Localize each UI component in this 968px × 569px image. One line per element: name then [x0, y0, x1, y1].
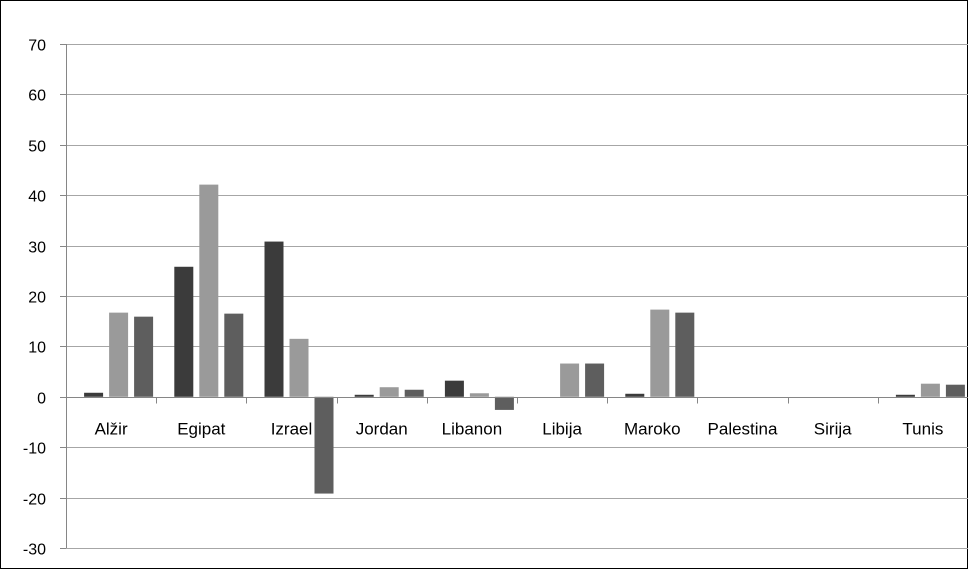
- y-tick-label: 60: [28, 88, 46, 105]
- bar: [379, 387, 399, 397]
- bar: [134, 316, 154, 397]
- bar: [174, 266, 194, 397]
- y-tick-label: 30: [28, 240, 46, 257]
- y-tick-label: 70: [28, 38, 46, 55]
- bar: [264, 241, 284, 397]
- bar: [199, 184, 219, 397]
- y-tick-label: 20: [28, 290, 46, 307]
- bar: [469, 393, 489, 397]
- bar: [920, 383, 940, 397]
- bar: [945, 384, 965, 397]
- bars: [66, 184, 968, 494]
- category-label: Izrael: [271, 420, 313, 439]
- bar: [895, 394, 915, 397]
- y-tick-label: -20: [23, 492, 46, 509]
- category-label: Egipat: [177, 420, 225, 439]
- y-tick-label: -10: [23, 441, 46, 458]
- bar: [650, 309, 670, 397]
- category-labels: Alžir Egipat Izrael Jordan Libanon Libija Maro…: [95, 420, 944, 439]
- bar: [109, 312, 129, 397]
- category-label: Libija: [542, 420, 582, 439]
- y-tick-labels: 70 60 50 40 30 20 10 0 -10 -20 -30: [23, 38, 46, 559]
- y-tick-label: 40: [28, 189, 46, 206]
- category-label: Jordan: [356, 420, 408, 439]
- category-label: Tunis: [902, 420, 943, 439]
- category-label: Sirija: [814, 420, 852, 439]
- y-tick-label: 10: [28, 340, 46, 357]
- y-tick-label: 0: [37, 391, 46, 408]
- bar: [314, 396, 334, 494]
- category-label: Alžir: [95, 420, 128, 439]
- bar: [289, 338, 309, 397]
- bar: [444, 380, 464, 397]
- y-tick-label: 50: [28, 139, 46, 156]
- category-label: Maroko: [624, 420, 681, 439]
- bar: [494, 396, 514, 410]
- y-tick-label: -30: [23, 542, 46, 559]
- bar: [585, 363, 605, 397]
- bar: [404, 389, 424, 397]
- category-label: Libanon: [442, 420, 503, 439]
- bar: [354, 394, 374, 397]
- axes: [60, 44, 67, 549]
- bar: [84, 392, 104, 397]
- bar: [675, 312, 695, 397]
- bar: [224, 313, 244, 397]
- bar: [625, 393, 645, 397]
- category-label: Palestina: [708, 420, 778, 439]
- bar: [560, 363, 580, 397]
